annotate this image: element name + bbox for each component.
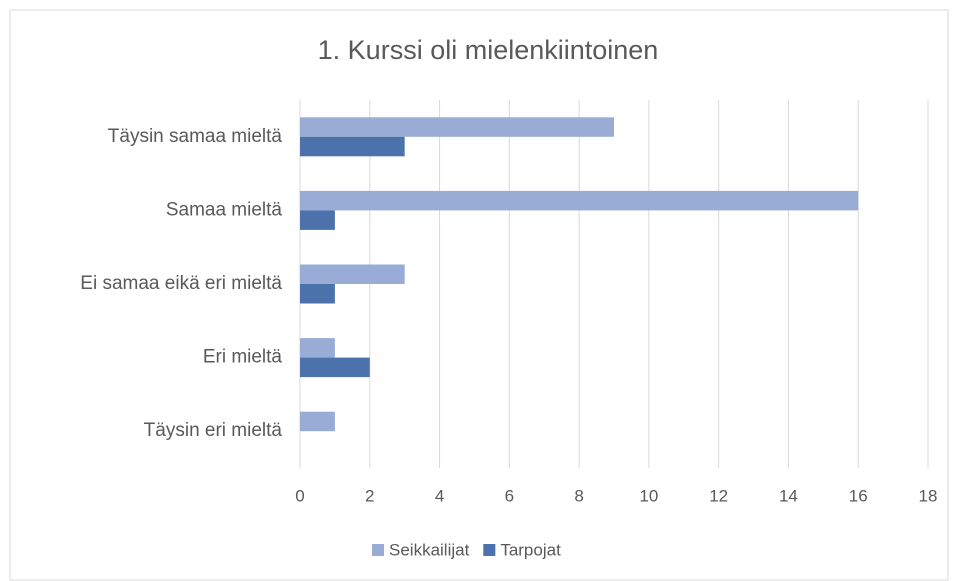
- bar: [300, 117, 614, 137]
- x-tick-label: 0: [295, 486, 304, 505]
- x-tick-label: 2: [365, 486, 374, 505]
- x-tick-label: 16: [849, 486, 868, 505]
- y-tick-label: Ei samaa eikä eri mieltä: [80, 273, 282, 294]
- y-tick-label: Eri mieltä: [203, 347, 283, 368]
- x-tick-label: 8: [574, 486, 583, 505]
- chart-title: 1. Kurssi oli mielenkiintoinen: [318, 35, 659, 65]
- x-tick-label: 12: [709, 486, 728, 505]
- x-tick-label: 18: [919, 486, 938, 505]
- bar: [300, 411, 335, 432]
- y-tick-label: Samaa mieltä: [166, 199, 283, 220]
- bar: [300, 190, 859, 211]
- bar: [300, 338, 335, 358]
- legend-swatch: [483, 544, 496, 556]
- x-tick-label: 6: [505, 486, 514, 505]
- bar: [300, 284, 335, 304]
- x-tick-label: 4: [435, 486, 444, 505]
- bar: [300, 136, 405, 157]
- bar: [300, 264, 405, 284]
- bar: [300, 357, 370, 378]
- bar: [300, 210, 335, 230]
- y-tick-label: Täysin eri mieltä: [144, 420, 283, 441]
- legend-swatch: [372, 544, 384, 556]
- legend-label: Seikkailijat: [389, 540, 470, 559]
- x-tick-label: 10: [639, 486, 658, 505]
- legend-label: Tarpojat: [500, 540, 561, 559]
- x-tick-label: 14: [779, 486, 798, 505]
- chart-frame: [9, 9, 949, 581]
- y-tick-label: Täysin samaa mieltä: [108, 126, 283, 147]
